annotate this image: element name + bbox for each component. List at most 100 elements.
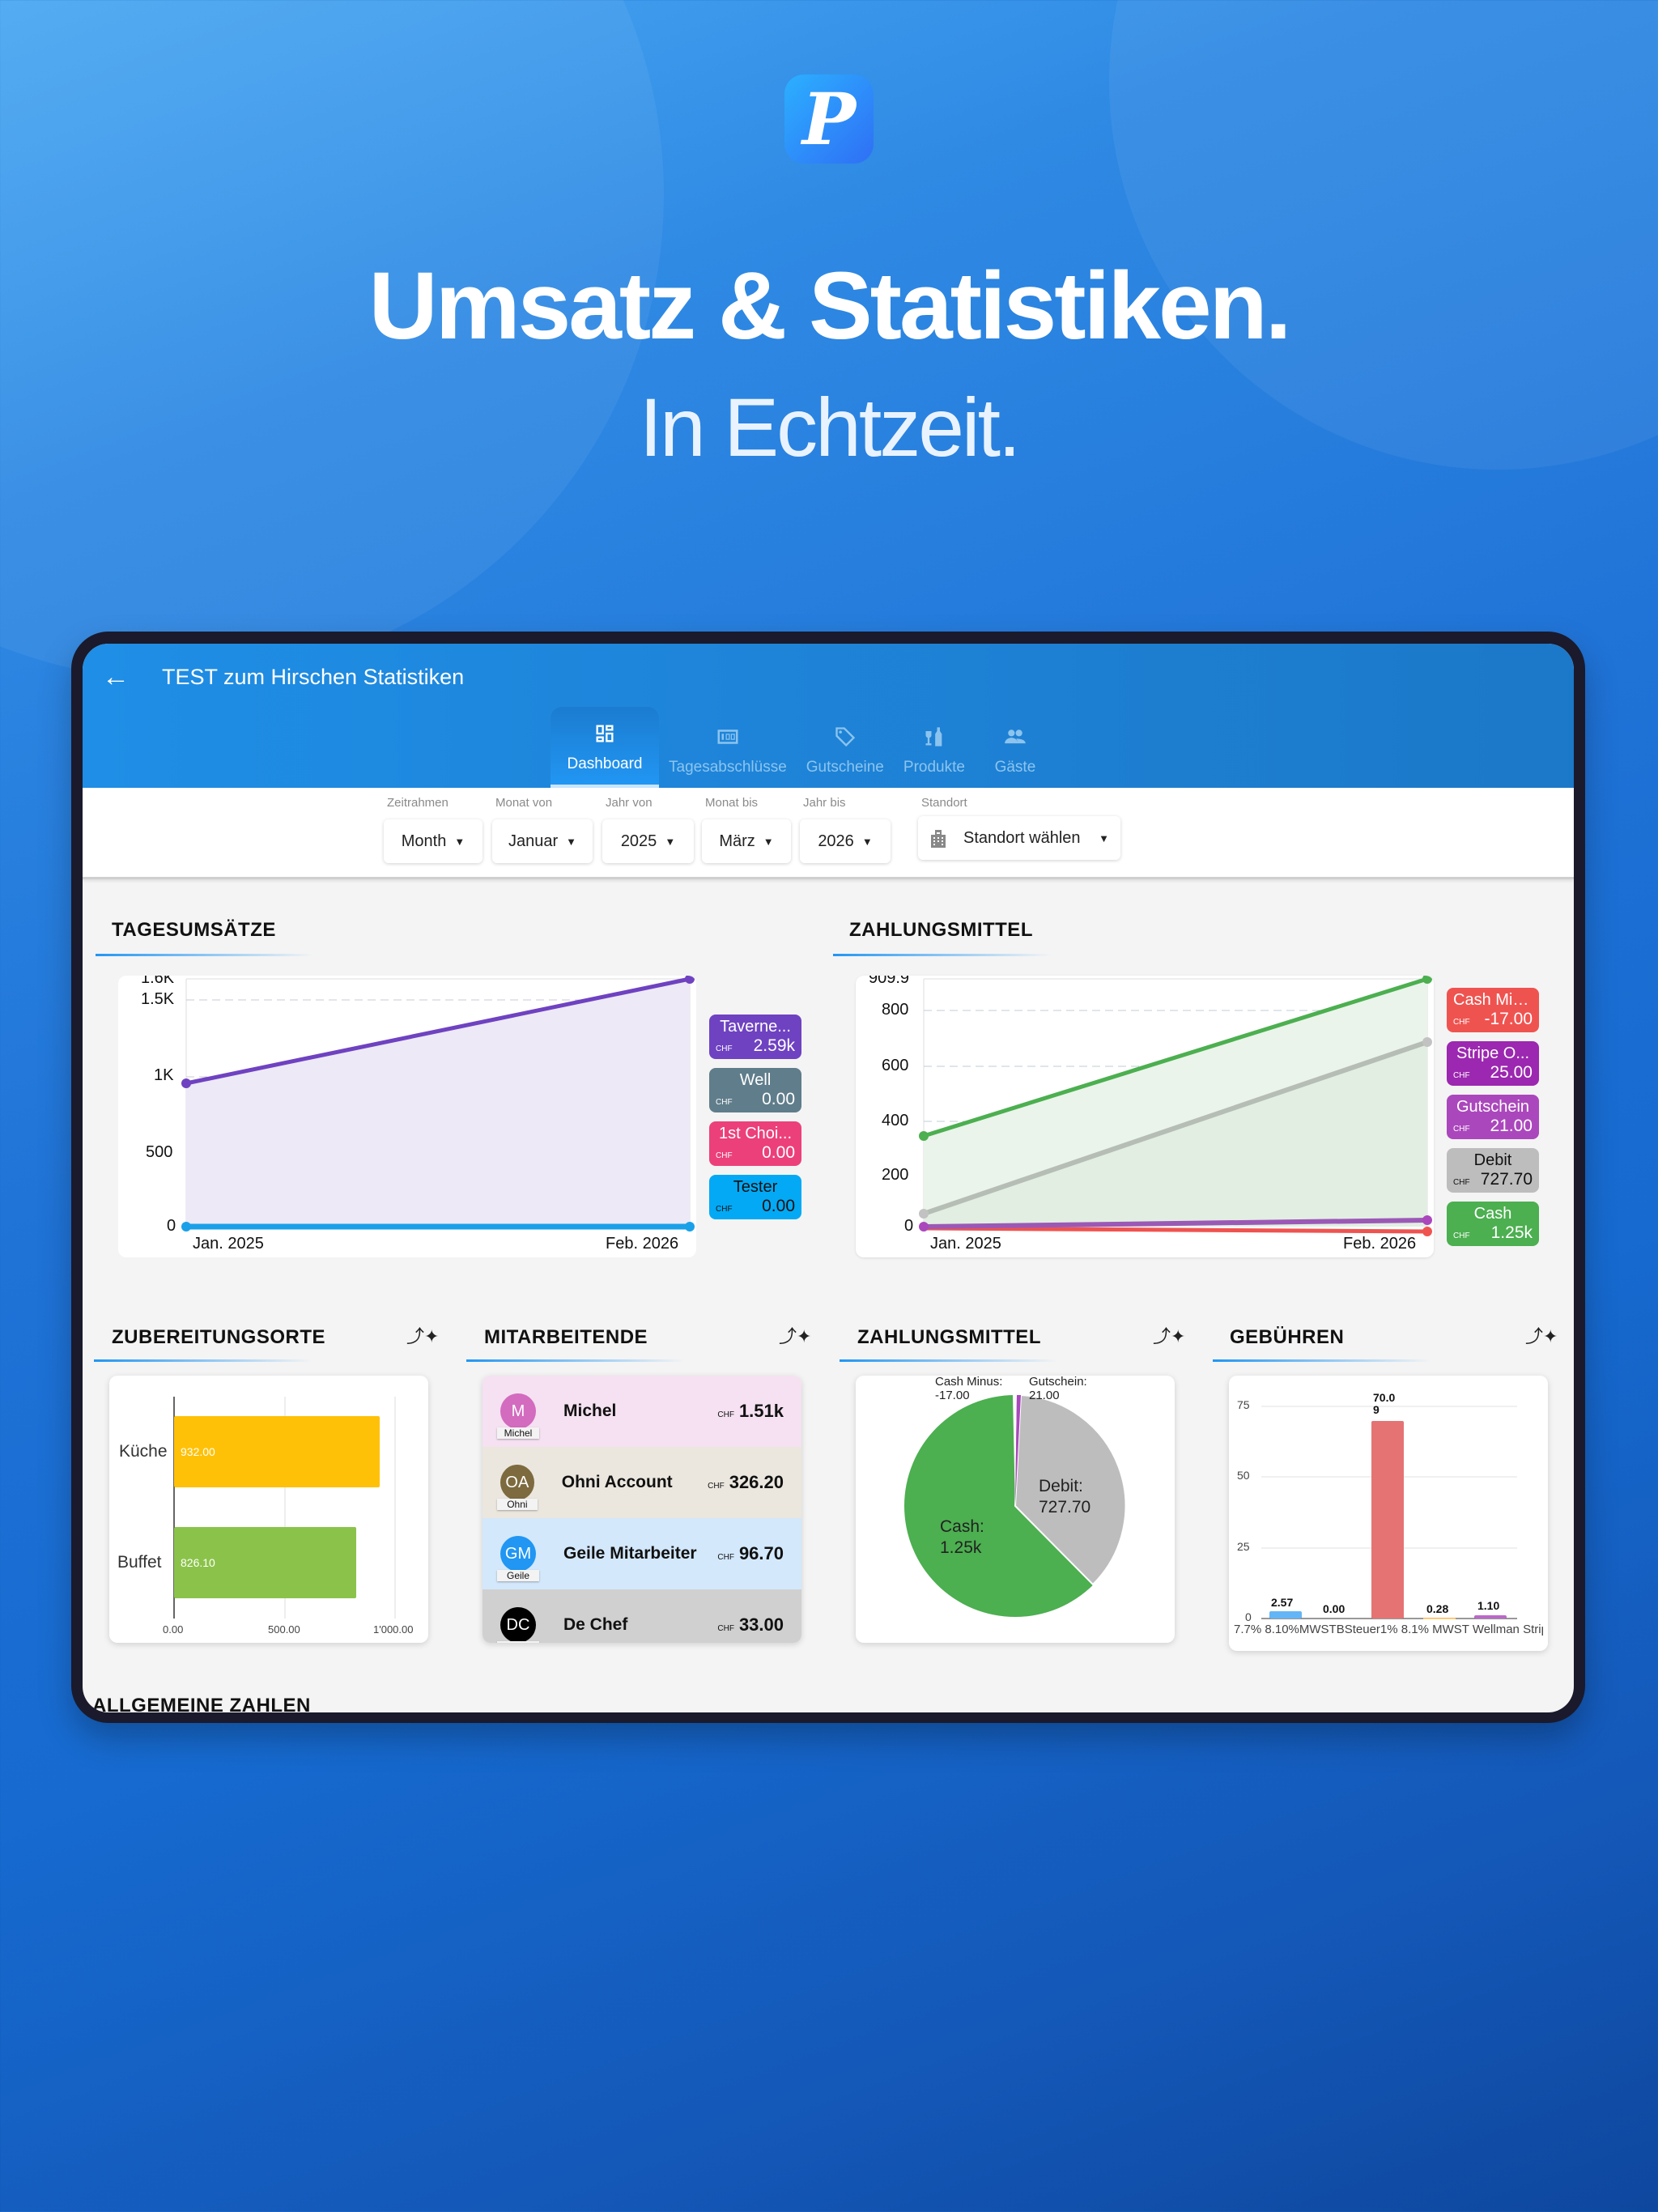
counter-icon bbox=[717, 730, 738, 744]
section-underline bbox=[466, 1359, 685, 1362]
tab-produkte[interactable]: Produkte bbox=[894, 707, 975, 788]
section-underline bbox=[1213, 1359, 1431, 1362]
jahr-von-select[interactable]: 2025 ▼ bbox=[602, 819, 694, 863]
employee-row[interactable]: M Michel Michel CHF 1.51k bbox=[483, 1376, 801, 1447]
people-icon bbox=[1005, 730, 1026, 744]
app-screen: ← TEST zum Hirschen Statistiken Dashboar… bbox=[83, 644, 1574, 1712]
monat-von-select[interactable]: Januar ▼ bbox=[492, 819, 593, 863]
monat-bis-select[interactable]: März ▼ bbox=[702, 819, 791, 863]
employee-amount: CHF 33.00 bbox=[717, 1614, 784, 1636]
avatar-tag: Geile bbox=[497, 1570, 539, 1581]
employee-row[interactable]: DC De De Chef CHF 33.00 bbox=[483, 1589, 801, 1643]
legend-chip[interactable]: Cash CHF 1.25k bbox=[1447, 1202, 1539, 1246]
dashboard-icon bbox=[596, 725, 614, 742]
y-tick: 75 bbox=[1237, 1398, 1250, 1411]
caret-down-icon: ▼ bbox=[763, 835, 774, 848]
legend-chip[interactable]: Taverne... CHF 2.59k bbox=[709, 1015, 801, 1059]
tab-dashboard[interactable]: Dashboard bbox=[551, 707, 659, 788]
currency-label: CHF bbox=[1453, 1071, 1470, 1080]
amount-value: 96.70 bbox=[738, 1543, 784, 1563]
bar-category: Buffet bbox=[117, 1553, 162, 1572]
x-tick: 500.00 bbox=[268, 1623, 300, 1636]
legend-name: Debit bbox=[1473, 1151, 1512, 1169]
avatar-initials: M bbox=[511, 1402, 525, 1420]
currency-label: CHF bbox=[716, 1098, 733, 1107]
y-tick: 909.9 bbox=[869, 976, 910, 987]
zeitrahmen-select[interactable]: Month ▼ bbox=[384, 819, 483, 863]
sparkle-chart-icon[interactable]: ⤴✦ bbox=[406, 1326, 440, 1346]
tablet-frame: ← TEST zum Hirschen Statistiken Dashboar… bbox=[71, 632, 1585, 1723]
section-title-gebuehren: GEBÜHREN bbox=[1230, 1326, 1345, 1348]
standort-select[interactable]: Standort wählen ▼ bbox=[918, 816, 1120, 860]
currency-label: CHF bbox=[717, 1624, 734, 1633]
x-tick: 1'000.00 bbox=[373, 1623, 414, 1636]
legend-value: 1.25k bbox=[1490, 1223, 1533, 1242]
employee-amount: CHF 96.70 bbox=[717, 1543, 784, 1564]
x-tick: Jan. 2025 bbox=[193, 1235, 264, 1253]
legend-chip[interactable]: Cash Min... CHF -17.00 bbox=[1447, 988, 1539, 1032]
zahlungsmittel-pie-chart: Cash Minus: -17.00 Gutschein: 21.00 Debit:… bbox=[856, 1376, 1175, 1643]
legend-chip[interactable]: Well CHF 0.00 bbox=[709, 1068, 801, 1112]
y-tick: 1K bbox=[154, 1066, 174, 1084]
employee-name: Ohni Account bbox=[561, 1473, 673, 1492]
section-underline bbox=[94, 1359, 312, 1362]
tagesumsaetze-chart: 1.6K 1.5K 1K 500 0 Jan. 2025 Feb. 2026 bbox=[118, 976, 696, 1257]
tab-label: Dashboard bbox=[567, 755, 643, 772]
pie-label-gutschein: Gutschein: 21.00 bbox=[1029, 1376, 1087, 1402]
sparkle-chart-icon[interactable]: ⤴✦ bbox=[1153, 1326, 1186, 1346]
legend-chip[interactable]: Gutschein CHF 21.00 bbox=[1447, 1095, 1539, 1139]
mitarbeitende-list: M Michel Michel CHF 1.51k OA Ohni Ohni Acco… bbox=[483, 1376, 801, 1643]
filter-label: Monat von bbox=[495, 796, 553, 810]
filter-monat-bis: Monat bis März ▼ bbox=[702, 796, 791, 863]
y-tick: 0 bbox=[167, 1217, 176, 1235]
pie-label-cash-minus: Cash Minus: -17.00 bbox=[935, 1376, 1003, 1402]
avatar-tag: De bbox=[497, 1641, 539, 1643]
sparkle-chart-icon[interactable]: ⤴✦ bbox=[779, 1326, 812, 1346]
legend-name: Tester bbox=[733, 1178, 778, 1196]
tab-tagesabschluesse[interactable]: Tagesabschlüsse bbox=[659, 707, 797, 788]
employee-row[interactable]: GM Geile Geile Mitarbeiter CHF 96.70 bbox=[483, 1518, 801, 1589]
tab-bar: Dashboard Tagesabschlüsse Gutscheine Pro… bbox=[551, 707, 1056, 788]
legend-name: Gutschein bbox=[1456, 1098, 1530, 1116]
currency-label: CHF bbox=[1453, 1125, 1470, 1134]
hero-subtitle: In Echtzeit. bbox=[639, 381, 1022, 474]
currency-label: CHF bbox=[717, 1410, 734, 1419]
hero-title: Umsatz & Statistiken. bbox=[368, 253, 1292, 359]
legend-chip[interactable]: Stripe O... CHF 25.00 bbox=[1447, 1041, 1539, 1086]
currency-label: CHF bbox=[1453, 1018, 1470, 1027]
legend-value: 25.00 bbox=[1490, 1063, 1533, 1082]
employee-amount: CHF 1.51k bbox=[717, 1401, 784, 1422]
legend-chip[interactable]: Tester CHF 0.00 bbox=[709, 1175, 801, 1219]
legend-chip[interactable]: Debit CHF 727.70 bbox=[1447, 1148, 1539, 1193]
y-tick: 400 bbox=[882, 1112, 909, 1129]
currency-label: CHF bbox=[716, 1205, 733, 1214]
legend-value: 0.00 bbox=[762, 1090, 795, 1108]
tab-gaeste[interactable]: Gäste bbox=[975, 707, 1056, 788]
sparkle-chart-icon[interactable]: ⤴✦ bbox=[1525, 1326, 1558, 1346]
employee-row[interactable]: OA Ohni Ohni Account CHF 326.20 bbox=[483, 1447, 801, 1518]
legend-value: 727.70 bbox=[1480, 1170, 1533, 1189]
bar-chart-svg bbox=[173, 1397, 396, 1619]
app-bar: ← TEST zum Hirschen Statistiken Dashboar… bbox=[83, 644, 1574, 788]
select-value: Januar bbox=[508, 832, 559, 850]
zahlungsmittel-line-chart: 909.9 800 600 400 200 0 Jan. 2025 Feb. 2… bbox=[856, 976, 1434, 1257]
legend-name: Cash Min... bbox=[1453, 991, 1533, 1009]
y-tick: 200 bbox=[882, 1166, 909, 1184]
legend-chip[interactable]: 1st Choi... CHF 0.00 bbox=[709, 1121, 801, 1166]
legend-value: 21.00 bbox=[1490, 1117, 1533, 1135]
arrow-left-icon[interactable]: ← bbox=[102, 661, 130, 692]
page-title: TEST zum Hirschen Statistiken bbox=[162, 665, 465, 689]
section-underline bbox=[96, 954, 314, 956]
zubereitungsorte-chart: 932.00 826.10 Küche Buffet 0.00 500.00 1… bbox=[109, 1376, 428, 1643]
jahr-bis-select[interactable]: 2026 ▼ bbox=[800, 819, 891, 863]
employee-name: De Chef bbox=[563, 1615, 628, 1635]
y-tick: 500 bbox=[146, 1143, 173, 1161]
avatar: OA Ohni bbox=[497, 1465, 538, 1510]
section-title-allgemeine: ALLGEMEINE ZAHLEN bbox=[92, 1695, 311, 1712]
tab-label: Tagesabschlüsse bbox=[669, 759, 787, 776]
tab-gutscheine[interactable]: Gutscheine bbox=[797, 707, 894, 788]
pie-label-debit: Debit: 727.70 bbox=[1039, 1477, 1091, 1517]
x-tick: Jan. 2025 bbox=[930, 1235, 1001, 1253]
bar-category: Küche bbox=[119, 1442, 168, 1461]
currency-label: CHF bbox=[708, 1482, 725, 1491]
